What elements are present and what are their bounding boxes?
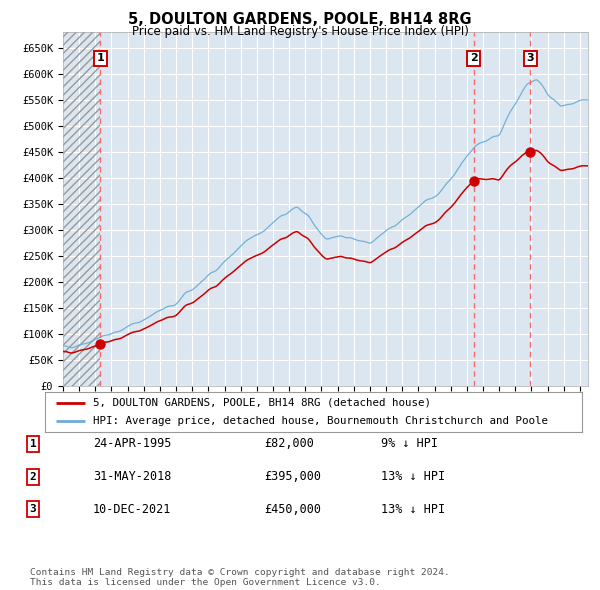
Text: 5, DOULTON GARDENS, POOLE, BH14 8RG (detached house): 5, DOULTON GARDENS, POOLE, BH14 8RG (det… [94, 398, 431, 408]
Text: 1: 1 [29, 439, 37, 448]
Text: 2: 2 [470, 54, 478, 64]
Text: £82,000: £82,000 [264, 437, 314, 450]
Text: 10-DEC-2021: 10-DEC-2021 [93, 503, 172, 516]
Text: 1: 1 [97, 54, 104, 64]
Bar [63, 32, 100, 386]
Text: Price paid vs. HM Land Registry's House Price Index (HPI): Price paid vs. HM Land Registry's House … [131, 25, 469, 38]
Text: £450,000: £450,000 [264, 503, 321, 516]
Text: 3: 3 [29, 504, 37, 514]
Text: 9% ↓ HPI: 9% ↓ HPI [381, 437, 438, 450]
Text: 13% ↓ HPI: 13% ↓ HPI [381, 503, 445, 516]
Text: HPI: Average price, detached house, Bournemouth Christchurch and Poole: HPI: Average price, detached house, Bour… [94, 416, 548, 426]
Text: 2: 2 [29, 472, 37, 481]
Text: £395,000: £395,000 [264, 470, 321, 483]
Text: 24-APR-1995: 24-APR-1995 [93, 437, 172, 450]
Text: 13% ↓ HPI: 13% ↓ HPI [381, 470, 445, 483]
Text: 3: 3 [527, 54, 535, 64]
Text: 5, DOULTON GARDENS, POOLE, BH14 8RG: 5, DOULTON GARDENS, POOLE, BH14 8RG [128, 12, 472, 27]
Bar [63, 32, 100, 386]
Text: 31-MAY-2018: 31-MAY-2018 [93, 470, 172, 483]
Text: Contains HM Land Registry data © Crown copyright and database right 2024.
This d: Contains HM Land Registry data © Crown c… [30, 568, 450, 587]
